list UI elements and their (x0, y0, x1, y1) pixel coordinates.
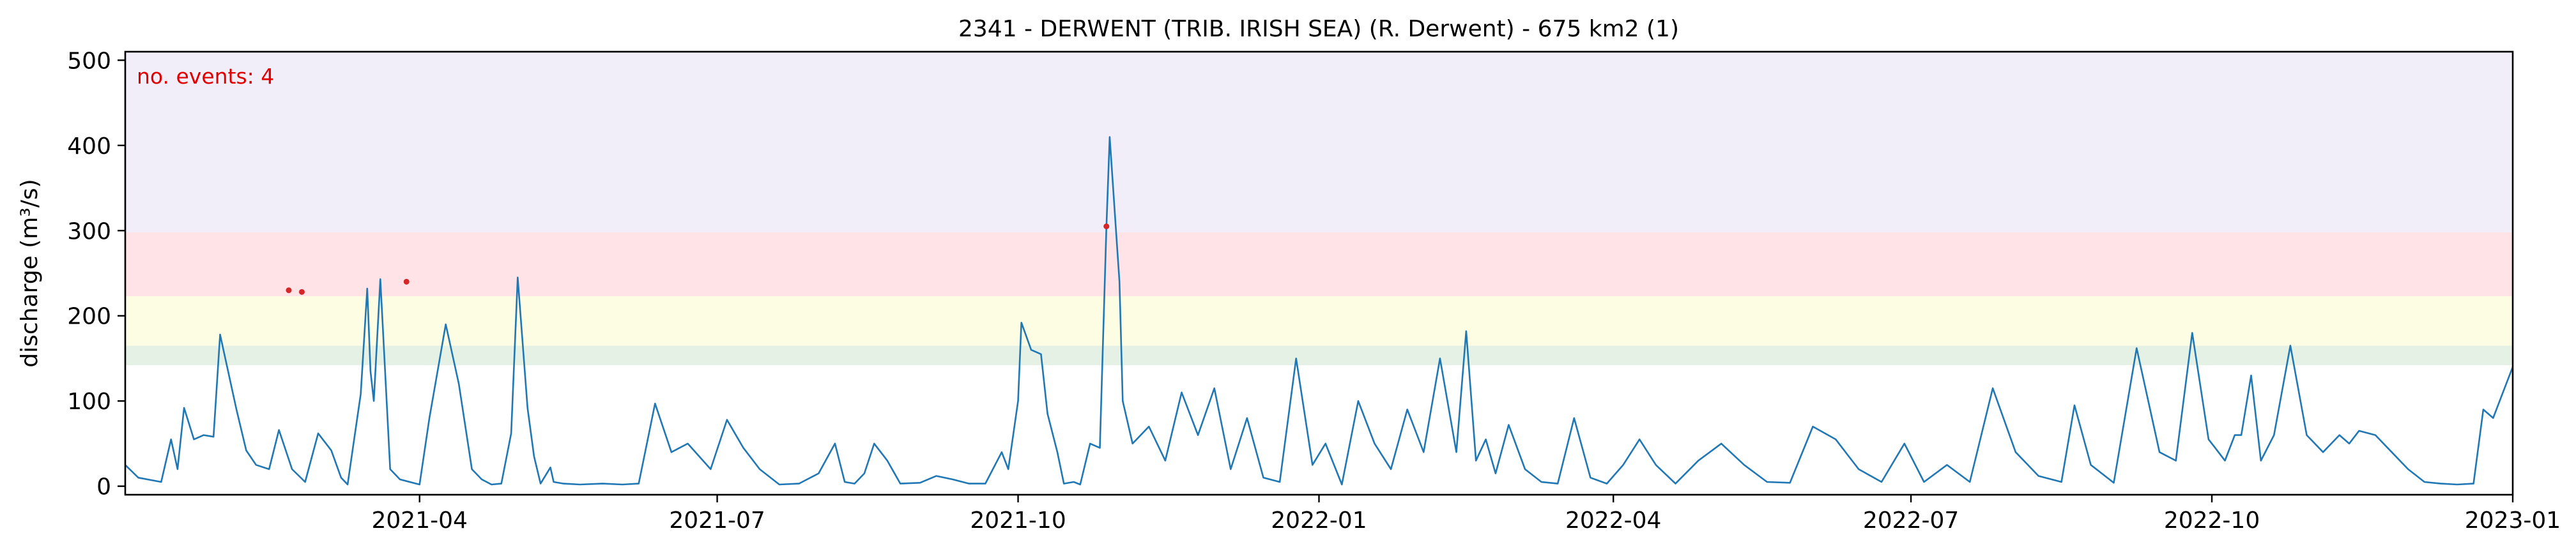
x-tick-label: 2022-01 (1271, 507, 1367, 534)
x-tick-label: 2021-07 (669, 507, 765, 534)
event-marker (298, 289, 305, 295)
threshold-band-3 (125, 52, 2513, 232)
x-tick-label: 2021-10 (970, 507, 1066, 534)
threshold-bands (125, 52, 2513, 366)
plot-frame (124, 50, 2514, 496)
y-tick-label: 300 (67, 218, 111, 244)
x-tick-label: 2022-10 (2164, 507, 2260, 534)
x-tick-label: 2023-01 (2465, 507, 2561, 534)
x-tick-label: 2021-04 (372, 507, 468, 534)
chart-title: 2341 - DERWENT (TRIB. IRISH SEA) (R. Der… (958, 16, 1679, 42)
x-tick-label: 2022-07 (1863, 507, 1959, 534)
x-tick-label: 2022-04 (1565, 507, 1661, 534)
events-annotation: no. events: 4 (137, 64, 274, 89)
event-marker (286, 287, 292, 294)
event-markers (286, 223, 1110, 295)
axis-ticks: 0 100 200 300 400 500 2021-04 2021-07 2021-10 202… (67, 48, 2561, 534)
series-line (125, 136, 2514, 486)
event-marker (403, 278, 410, 285)
threshold-band-2 (125, 232, 2513, 297)
event-marker (1103, 223, 1110, 230)
threshold-band-1 (125, 296, 2513, 346)
y-axis-label: discharge (m³/s) (17, 179, 43, 367)
y-tick-label: 400 (67, 133, 111, 160)
threshold-band-0 (125, 345, 2513, 366)
y-tick-label: 0 (96, 474, 111, 500)
y-tick-label: 100 (67, 389, 111, 415)
y-tick-label: 200 (67, 304, 111, 330)
y-tick-label: 500 (67, 48, 111, 74)
